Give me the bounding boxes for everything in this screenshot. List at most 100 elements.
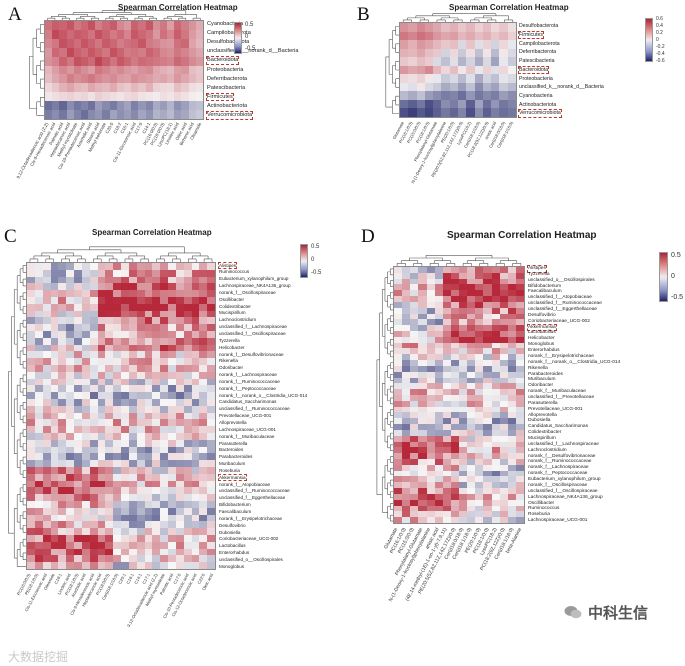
heatmap-cell	[450, 290, 459, 297]
heatmap-cell	[27, 358, 35, 365]
row-label: Colidextribacter	[528, 430, 562, 436]
heatmap-cell	[433, 23, 442, 32]
heatmap-cell	[160, 317, 168, 325]
heatmap-cell	[128, 535, 137, 542]
row-label: norank_f__norank_o__Clostridia_UCG-014	[219, 392, 308, 398]
heatmap-cell	[394, 313, 403, 320]
heatmap-cell	[97, 290, 106, 297]
heatmap-cell	[50, 399, 59, 406]
heatmap-cell	[113, 460, 121, 467]
heatmap-cell	[418, 360, 427, 366]
heatmap-cell	[418, 272, 427, 279]
row-label: unclassified_f__Prevotellaceae	[528, 394, 595, 400]
heatmap-cell	[515, 429, 524, 436]
heatmap-cell	[27, 419, 35, 427]
heatmap-cell	[199, 344, 208, 352]
heatmap-cell	[199, 439, 208, 447]
heatmap-cell	[175, 426, 184, 433]
heatmap-cell	[168, 419, 176, 427]
heatmap-cell	[394, 267, 403, 273]
heatmap-cell	[89, 535, 98, 542]
heatmap-cell	[160, 487, 168, 495]
heatmap-cell	[144, 405, 153, 413]
heatmap-cell	[433, 57, 442, 66]
heatmap-cell	[441, 65, 450, 75]
heatmap-cell	[450, 470, 459, 477]
heatmap-cell	[81, 378, 90, 386]
heatmap-cell	[499, 470, 508, 477]
heatmap-cell	[105, 548, 114, 556]
heatmap-cell	[410, 348, 419, 355]
heatmap-cell	[105, 480, 114, 488]
heatmap-cell	[483, 342, 492, 349]
heatmap-cell	[121, 358, 129, 365]
heatmap-cell	[183, 535, 192, 542]
heatmap-cell	[27, 521, 35, 529]
heatmap-cell	[160, 562, 168, 569]
heatmap-cell	[482, 57, 492, 66]
heatmap-cell	[80, 38, 89, 48]
heatmap-cell	[410, 493, 419, 500]
row-label: Ruminococcus	[528, 506, 560, 512]
heatmap-cell	[402, 354, 411, 361]
heatmap-cell	[58, 358, 67, 365]
heatmap-cell	[491, 313, 500, 320]
heatmap-cell	[97, 460, 106, 467]
heatmap-cell	[136, 310, 145, 318]
heatmap-cell	[27, 317, 35, 325]
row-label: Lachnoclostridium	[528, 447, 567, 453]
heatmap-cell	[81, 399, 90, 406]
heatmap-cell	[168, 562, 176, 569]
heatmap-cell	[441, 91, 450, 100]
heatmap-cell	[183, 473, 192, 481]
heatmap-cell	[199, 548, 208, 556]
heatmap-cell	[27, 276, 35, 284]
heatmap-cell	[160, 460, 168, 467]
heatmap-cell	[183, 358, 192, 365]
heatmap-cell	[426, 342, 435, 349]
heatmap-cell	[459, 406, 468, 413]
heatmap-cell	[410, 272, 419, 279]
heatmap-cell	[410, 377, 419, 384]
heatmap-cell	[402, 412, 411, 419]
row-label: unclassified_o__Oscillospirales	[528, 277, 595, 283]
heatmap-cell	[507, 354, 516, 361]
heatmap-cell	[89, 473, 98, 481]
heatmap-cell	[199, 453, 208, 461]
heatmap-cell	[515, 476, 524, 483]
heatmap-cell	[457, 108, 467, 117]
heatmap-cell	[136, 412, 145, 420]
heatmap-cell	[113, 487, 121, 495]
heatmap-cell	[434, 505, 443, 512]
heatmap-cell	[442, 267, 451, 273]
heatmap-cell	[121, 480, 129, 488]
heatmap-cell	[74, 283, 82, 291]
heatmap-cell	[199, 276, 208, 284]
heatmap-cell	[191, 317, 200, 325]
heatmap-cell	[88, 65, 96, 75]
heatmap-cell	[207, 487, 215, 495]
heatmap-cell	[491, 325, 500, 331]
heatmap-cell	[499, 476, 508, 483]
heatmap-cell	[42, 310, 51, 318]
heatmap-cell	[199, 290, 208, 297]
heatmap-cell	[467, 418, 476, 425]
heatmap-cell	[136, 555, 145, 563]
heatmap-cell	[34, 521, 43, 529]
heatmap-cell	[58, 371, 67, 379]
heatmap-cell	[433, 48, 442, 58]
heatmap-cell	[74, 439, 82, 447]
heatmap-cell	[34, 344, 43, 352]
row-label: Enterorhabdus	[528, 348, 560, 354]
heatmap-cell	[50, 562, 59, 569]
heatmap-cell	[459, 429, 468, 436]
heatmap-cell	[50, 269, 59, 277]
heatmap-cell	[466, 108, 475, 117]
heatmap-cell	[58, 446, 67, 454]
heatmap-cell	[168, 494, 176, 501]
heatmap-cell	[34, 365, 43, 372]
heatmap-cell	[59, 29, 67, 39]
heatmap-cell	[168, 358, 176, 365]
heatmap-cell	[144, 473, 153, 481]
heatmap-cell	[109, 47, 117, 57]
